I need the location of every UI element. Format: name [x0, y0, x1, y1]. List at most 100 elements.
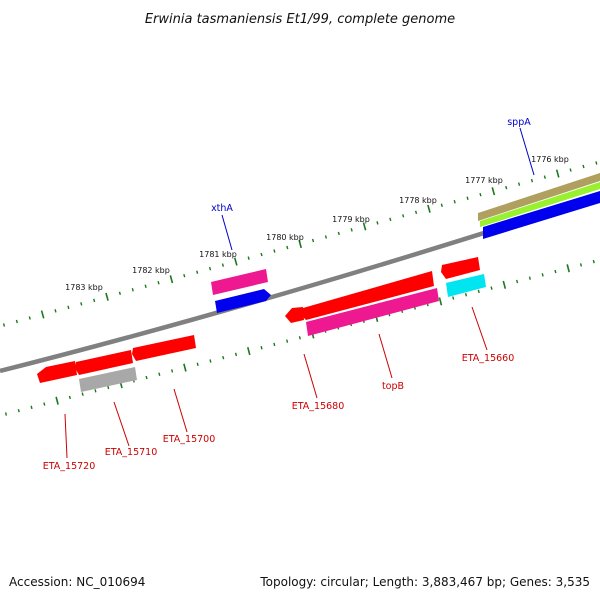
upper-minor-tick	[144, 284, 147, 288]
kbp-label-1782: 1782 kbp	[132, 266, 170, 275]
lower-minor-tick	[541, 273, 544, 277]
lower-major-tick	[438, 297, 443, 306]
leader-ETA-15680	[303, 353, 318, 399]
feature-xthA-magenta	[211, 269, 268, 295]
upper-minor-tick	[595, 161, 598, 165]
lower-minor-tick	[107, 385, 110, 390]
kbp-label-1780: 1780 kbp	[266, 233, 304, 242]
lower-minor-tick	[30, 405, 33, 410]
lower-minor-tick	[579, 263, 583, 267]
feature-ETA-15660-cyan	[446, 274, 486, 297]
feature-lime	[480, 182, 600, 227]
leader-xthA	[221, 214, 233, 251]
upper-minor-tick	[569, 168, 572, 172]
lower-minor-tick	[490, 286, 493, 290]
feature-small-red	[285, 307, 304, 323]
upper-major-tick	[169, 275, 174, 284]
lower-minor-tick	[81, 392, 84, 396]
upper-minor-tick	[67, 305, 70, 310]
gene-label-ETA-15660[interactable]: ETA_15660	[462, 353, 515, 364]
upper-minor-tick	[582, 164, 585, 169]
upper-major-tick	[555, 169, 560, 178]
upper-minor-tick	[260, 252, 263, 257]
upper-minor-tick	[530, 178, 534, 183]
lower-minor-tick	[158, 372, 161, 376]
upper-minor-tick	[221, 263, 225, 267]
upper-minor-tick	[350, 228, 353, 232]
lower-minor-tick	[68, 395, 71, 400]
upper-major-tick	[491, 187, 496, 196]
lower-minor-tick	[209, 359, 212, 363]
upper-minor-tick	[389, 217, 392, 222]
kbp-label-1779: 1779 kbp	[332, 215, 370, 224]
topology-text: Topology: circular; Length: 3,883,467 bp…	[259, 575, 590, 589]
lower-major-tick	[183, 363, 187, 372]
feature-xthA-blue	[215, 289, 271, 313]
lower-minor-tick	[452, 296, 455, 300]
lower-minor-tick	[464, 293, 468, 297]
upper-minor-tick	[402, 214, 405, 218]
upper-minor-tick	[286, 245, 289, 250]
upper-minor-tick	[337, 231, 340, 236]
upper-major-tick	[233, 257, 238, 266]
leader-ETA-15700	[173, 388, 188, 433]
kbp-label-1777: 1777 kbp	[465, 176, 503, 185]
leader-sppA	[519, 127, 535, 176]
lower-minor-tick	[171, 369, 174, 373]
upper-minor-tick	[311, 238, 315, 243]
gene-label-sppA[interactable]: sppA	[507, 117, 531, 128]
kbp-label-1783: 1783 kbp	[65, 283, 103, 292]
upper-minor-tick	[15, 319, 18, 324]
leader-ETA-15660	[471, 306, 488, 351]
lower-tick-ring	[4, 259, 595, 416]
lower-minor-tick	[298, 336, 301, 340]
upper-major-tick	[40, 310, 45, 319]
gene-label-ETA-15710[interactable]: ETA_15710	[105, 447, 158, 458]
upper-minor-tick	[54, 309, 57, 313]
upper-minor-tick	[517, 182, 521, 186]
upper-minor-tick	[196, 270, 199, 274]
leader-ETA-15720	[64, 413, 68, 459]
lower-major-tick	[566, 264, 570, 273]
leader-ETA-15710	[113, 401, 130, 447]
upper-major-tick	[427, 204, 431, 213]
upper-minor-tick	[208, 266, 212, 271]
gene-label-topB[interactable]: topB	[382, 381, 404, 392]
feature-tan	[478, 173, 600, 221]
gene-label-ETA-15720[interactable]: ETA_15720	[43, 461, 96, 472]
upper-minor-tick	[414, 210, 418, 215]
lower-minor-tick	[94, 389, 97, 393]
upper-minor-tick	[479, 192, 482, 197]
feature-topB-magenta	[306, 288, 439, 336]
feature-ETA-15710-red	[75, 350, 133, 375]
lower-minor-tick	[592, 259, 595, 264]
feature-ETA-15680-red	[301, 271, 434, 320]
lower-minor-tick	[260, 346, 263, 350]
lower-minor-tick	[145, 375, 148, 380]
lower-minor-tick	[477, 289, 480, 294]
gene-label-ETA-15680[interactable]: ETA_15680	[292, 401, 345, 412]
kbp-label-1776: 1776 kbp	[531, 155, 569, 164]
gene-label-xthA[interactable]: xthA	[211, 203, 233, 214]
upper-minor-tick	[466, 196, 469, 200]
upper-minor-tick	[273, 249, 276, 253]
gene-label-ETA-15700[interactable]: ETA_15700	[163, 434, 216, 445]
lower-minor-tick	[4, 412, 8, 416]
lower-major-tick	[246, 346, 251, 356]
upper-minor-tick	[324, 235, 328, 239]
upper-minor-tick	[131, 288, 134, 292]
leader-topB	[378, 333, 393, 379]
accession-text: Accession: NC_010694	[9, 575, 145, 589]
lower-minor-tick	[222, 355, 225, 360]
feature-sppA-blue	[483, 191, 600, 239]
map-title: Erwinia tasmaniensis Et1/99, complete ge…	[145, 12, 455, 27]
lower-minor-tick	[17, 408, 20, 413]
upper-minor-tick	[376, 221, 379, 225]
upper-minor-tick	[183, 273, 186, 278]
upper-minor-tick	[2, 323, 6, 327]
lower-minor-tick	[528, 276, 531, 280]
lower-minor-tick	[516, 279, 519, 284]
upper-minor-tick	[28, 316, 31, 320]
upper-major-tick	[298, 239, 303, 249]
